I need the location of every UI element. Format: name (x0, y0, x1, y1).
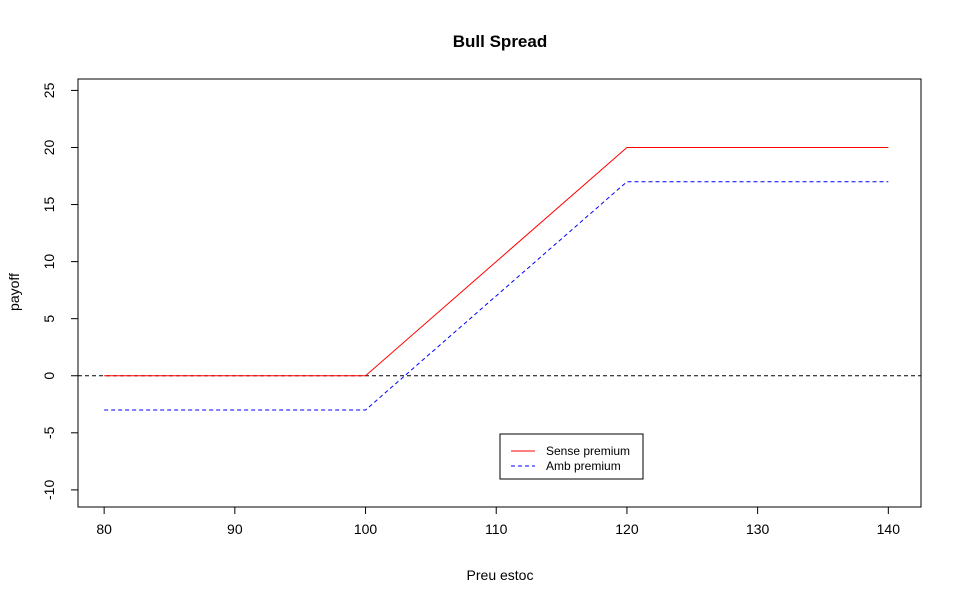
y-tick-label: 25 (41, 82, 57, 98)
y-axis-label: payoff (6, 273, 22, 311)
x-tick-label: 140 (877, 521, 901, 537)
legend: Sense premium Amb premium (499, 433, 644, 480)
x-tick-label: 130 (746, 521, 770, 537)
x-axis: 80 90 100 110 120 130 140 (96, 506, 901, 537)
legend-label-sense-premium: Sense premium (546, 444, 630, 458)
plot-marks (78, 146, 921, 411)
x-axis-label: Preu estoc (467, 567, 534, 583)
x-tick-label: 80 (96, 521, 112, 537)
x-tick-label: 120 (615, 521, 639, 537)
y-tick-label: -5 (41, 426, 57, 439)
y-tick-label: 0 (41, 372, 57, 380)
y-tick-label: 5 (41, 315, 57, 323)
legend-box (499, 433, 644, 480)
y-tick-label: 10 (41, 254, 57, 270)
x-tick-label: 90 (227, 521, 243, 537)
y-tick-label: -10 (41, 480, 57, 500)
x-tick-label: 110 (485, 521, 508, 537)
x-tick-label: 100 (354, 521, 378, 537)
chart-title: Bull Spread (453, 32, 547, 51)
y-axis: -10 -5 0 5 10 15 20 25 (41, 82, 79, 500)
legend-label-amb-premium: Amb premium (546, 459, 621, 473)
y-tick-label: 20 (41, 139, 57, 155)
series-line-sense-premium (104, 146, 889, 377)
y-tick-label: 15 (41, 197, 57, 213)
series-line-amb-premium (104, 181, 889, 411)
